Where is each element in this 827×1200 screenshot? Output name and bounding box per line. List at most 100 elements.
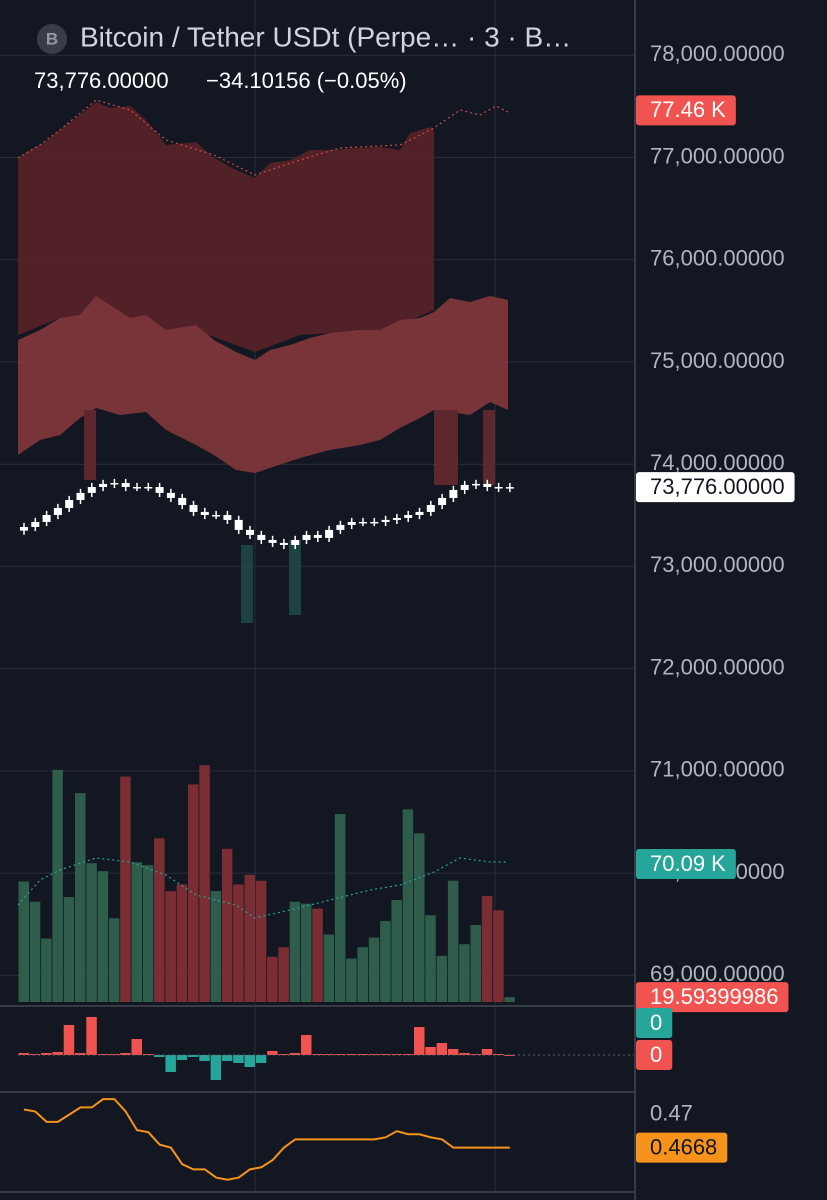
histogram-bar <box>120 1053 131 1055</box>
candle-body <box>268 539 277 543</box>
volume-bar <box>278 947 289 1002</box>
badge-label: 19.59399986 <box>650 984 778 1009</box>
candle-body <box>110 483 119 485</box>
volume-bar <box>267 956 278 1002</box>
logo-letter: B <box>46 29 58 48</box>
candle-body <box>76 492 85 500</box>
volume-bar <box>414 833 425 1002</box>
price-badge: 77.46 K <box>636 95 736 126</box>
candle-body <box>359 521 367 524</box>
y-tick-label: 73,000.00000 <box>650 552 785 577</box>
price-badge: 73,776.00000 <box>636 472 795 503</box>
band-spike-teal <box>241 545 253 623</box>
histogram-bar <box>188 1055 199 1057</box>
histogram-bar <box>436 1043 448 1055</box>
badge-box <box>636 1132 728 1163</box>
volume-bar <box>334 814 346 1002</box>
candle-body <box>189 504 198 512</box>
candle-body <box>144 486 153 489</box>
price-badge: 19.59399986 <box>636 982 789 1013</box>
badge-label: 73,776.00000 <box>650 474 785 499</box>
candle-body <box>178 497 187 505</box>
histogram-bar <box>199 1055 210 1061</box>
candle-body <box>65 499 74 508</box>
volume-bar <box>312 908 323 1002</box>
candle-body <box>212 515 221 517</box>
histogram-bar <box>75 1053 86 1055</box>
volume-bar <box>255 880 267 1002</box>
y-tick-label: 78,000.00000 <box>650 41 785 66</box>
candle-body <box>279 542 288 545</box>
price-axis: 78,000.00000 77,000.00000 76,000.00000 75,0… <box>650 41 785 1125</box>
histogram-bar <box>165 1055 176 1072</box>
histogram-bar <box>244 1055 255 1067</box>
candle-body <box>166 492 175 498</box>
volume-bar <box>199 765 210 1002</box>
volume-bar <box>459 944 470 1002</box>
candle-body <box>415 511 424 516</box>
badge-label: 70.09 K <box>650 851 726 876</box>
candle-body <box>381 519 390 522</box>
volume-bar <box>357 947 368 1002</box>
volume-bar <box>41 938 52 1002</box>
marks <box>18 478 515 1181</box>
histogram-bar <box>447 1049 459 1055</box>
candle-body <box>426 504 435 512</box>
oscillator-line <box>23 1098 510 1181</box>
candle-body <box>121 483 130 487</box>
price-badge: 0 <box>636 1008 673 1038</box>
volume-bar <box>154 838 165 1002</box>
y-tick-label: 71,000.00000 <box>650 757 785 782</box>
histogram-bar <box>52 1052 63 1055</box>
badge-box <box>636 982 789 1013</box>
volume-bar <box>481 896 493 1002</box>
histogram-bar <box>210 1055 222 1080</box>
candle-body <box>347 521 356 525</box>
volume-bar <box>244 874 255 1002</box>
badge-label: 0 <box>650 1010 662 1035</box>
volume-bar <box>301 903 312 1002</box>
badge-box <box>636 472 795 503</box>
candle-body <box>472 483 480 486</box>
last-price: 73,776.00000 <box>34 68 169 93</box>
candle-body <box>313 534 322 538</box>
volume-bar <box>368 937 380 1002</box>
histogram-bar <box>357 1054 368 1055</box>
histogram-bar <box>470 1054 481 1055</box>
volume-bar <box>63 897 75 1002</box>
histogram-bar <box>402 1054 414 1055</box>
candle-body <box>42 515 51 522</box>
candle-body <box>291 539 300 545</box>
band-main <box>18 296 508 473</box>
candle-body <box>302 534 311 540</box>
grid <box>0 54 635 976</box>
band-overlay <box>17 99 509 623</box>
volume-bar <box>210 891 222 1002</box>
candle-body <box>392 517 401 520</box>
histogram-bar <box>481 1049 493 1055</box>
y-tick-label: 77,000.00000 <box>650 143 785 168</box>
histogram-bar <box>41 1053 52 1055</box>
histogram-bar <box>334 1054 346 1055</box>
candle-body <box>257 534 266 540</box>
histogram-bar <box>301 1035 312 1055</box>
volume-bar <box>425 915 436 1002</box>
volume-bar <box>504 997 515 1002</box>
y-tick-label: 0.47 <box>650 1100 693 1125</box>
volume-bar <box>346 958 357 1002</box>
candle-body <box>483 483 492 487</box>
histogram-bar <box>131 1039 142 1055</box>
symbol-title: Bitcoin / Tether USDt (Perpe… · 3 · B… <box>80 21 571 52</box>
candle-body <box>505 487 514 489</box>
candle-body <box>336 524 345 530</box>
histogram-bar <box>97 1054 109 1055</box>
candle-body <box>325 529 334 538</box>
volume-bar <box>289 901 301 1002</box>
volume-bar <box>188 784 199 1002</box>
volume-bar <box>176 884 188 1002</box>
candle-body <box>234 519 243 530</box>
price-badge: 0.4668 <box>636 1132 728 1163</box>
histogram-bar <box>176 1055 188 1060</box>
